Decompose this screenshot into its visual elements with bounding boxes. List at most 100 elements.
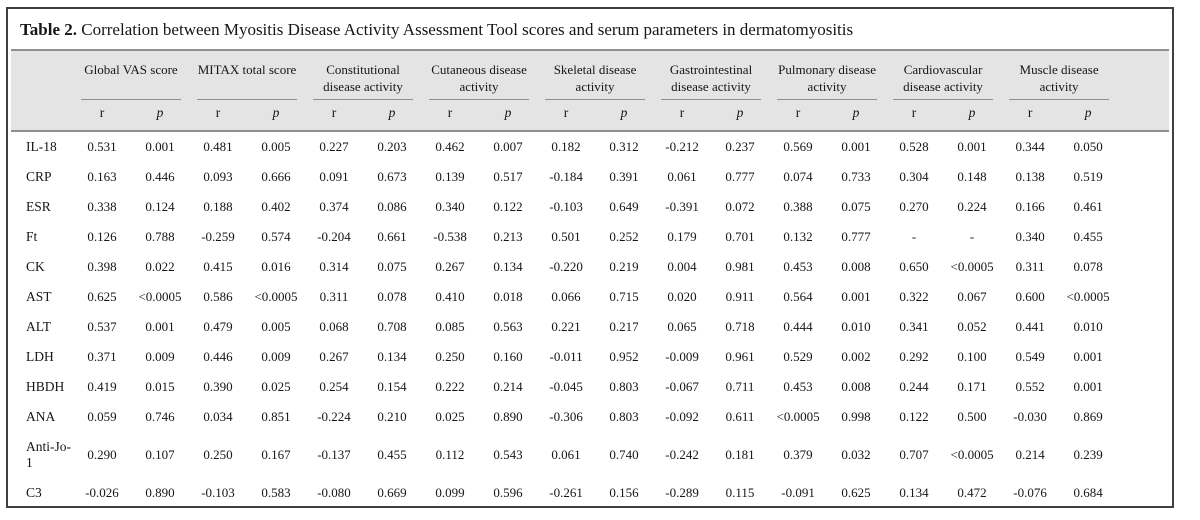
table-header: Global VAS score MITAX total score Constit… xyxy=(11,49,1169,132)
table-cell: 0.112 xyxy=(435,447,465,462)
column-group-label: Skeletal disease activity xyxy=(553,62,637,94)
table-cell: 0.684 xyxy=(1073,485,1103,500)
table-cell: 0.061 xyxy=(667,169,697,184)
table-cell: 0.010 xyxy=(841,319,871,334)
table-cell: 0.290 xyxy=(87,447,117,462)
row-label: CRP xyxy=(26,169,52,184)
table-cell: -0.067 xyxy=(665,379,699,394)
table-cell: -0.030 xyxy=(1013,409,1047,424)
table-row: ALT 0.537 0.001 0.479 0.005 0.068 0.708 0.085 0.… xyxy=(11,312,1169,342)
table-cell: 0.203 xyxy=(377,139,407,154)
correlation-table: Global VAS score MITAX total score Constit… xyxy=(11,49,1169,506)
row-label: ANA xyxy=(26,409,56,424)
table-cell: 0.669 xyxy=(377,485,407,500)
table-cell: -0.076 xyxy=(1013,485,1047,500)
table-cell: -0.103 xyxy=(549,199,583,214)
table-cell: 0.217 xyxy=(609,319,639,334)
table-cell: 0.563 xyxy=(493,319,523,334)
table-cell: 0.569 xyxy=(783,139,813,154)
table-cell: 0.093 xyxy=(203,169,233,184)
table-cell: 0.237 xyxy=(725,139,755,154)
table-cell: 0.122 xyxy=(899,409,929,424)
table-cell: 0.519 xyxy=(1073,169,1103,184)
table-cell: 0.341 xyxy=(899,319,929,334)
row-label: IL-18 xyxy=(26,139,57,154)
column-group-underline xyxy=(429,99,530,100)
table-cell: -0.538 xyxy=(433,229,467,244)
column-group-header: Constitutional disease activity xyxy=(305,49,422,100)
table-cell: 0.052 xyxy=(957,319,987,334)
spacer-cell xyxy=(1117,432,1169,478)
table-cell: 0.625 xyxy=(841,485,871,500)
table-row: LDH 0.371 0.009 0.446 0.009 0.267 0.134 0.250 0.… xyxy=(11,342,1169,372)
figure-frame: Table 2. Correlation between Myositis Di… xyxy=(6,7,1174,508)
table-cell: -0.091 xyxy=(781,485,815,500)
table-cell: 0.032 xyxy=(841,447,871,462)
table-cell: 0.091 xyxy=(319,169,349,184)
table-cell: 0.267 xyxy=(435,259,465,274)
table-cell: 0.543 xyxy=(493,447,523,462)
table-cell: 0.461 xyxy=(1073,199,1103,214)
table-cell: 0.124 xyxy=(145,199,175,214)
table-cell: 0.065 xyxy=(667,319,697,334)
table-cell: -0.137 xyxy=(317,447,351,462)
table-cell: 0.472 xyxy=(957,485,987,500)
table-cell: 0.016 xyxy=(261,259,291,274)
spacer-cell xyxy=(1117,312,1169,342)
table-cell: 0.138 xyxy=(1015,169,1045,184)
column-group-label: Cardiovascular disease activity xyxy=(903,62,983,94)
table-cell: 0.379 xyxy=(783,447,813,462)
table-cell: 0.267 xyxy=(319,349,349,364)
spacer-cell xyxy=(1117,342,1169,372)
table-row: CK 0.398 0.022 0.415 0.016 0.314 0.075 0.267 0.1… xyxy=(11,252,1169,282)
table-cell: 0.068 xyxy=(319,319,349,334)
column-group-label: Cutaneous disease activity xyxy=(431,62,527,94)
table-cell: 0.340 xyxy=(435,199,465,214)
group-header-row: Global VAS score MITAX total score Constit… xyxy=(11,49,1169,100)
table-cell: 0.086 xyxy=(377,199,407,214)
table-cell: <0.0005 xyxy=(950,447,994,462)
table-cell: 0.586 xyxy=(203,289,233,304)
r-subheader: r xyxy=(653,100,712,132)
table-cell: 0.107 xyxy=(145,447,175,462)
table-cell: 0.410 xyxy=(435,289,465,304)
table-row: C3 -0.026 0.890 -0.103 0.583 -0.080 0.669 0.099… xyxy=(11,478,1169,506)
table-cell: 0.061 xyxy=(551,447,581,462)
table-cell: 0.707 xyxy=(899,447,929,462)
table-cell: 0.777 xyxy=(841,229,871,244)
table-cell: 0.649 xyxy=(609,199,639,214)
table-cell: 0.453 xyxy=(783,379,813,394)
row-label: AST xyxy=(26,289,52,304)
row-label: Anti-Jo-1 xyxy=(26,439,71,470)
table-cell: 0.708 xyxy=(377,319,407,334)
table-cell: 0.018 xyxy=(493,289,523,304)
table-cell: 0.549 xyxy=(1015,349,1045,364)
table-row: HBDH 0.419 0.015 0.390 0.025 0.254 0.154 0.222 0… xyxy=(11,372,1169,402)
table-cell: -0.011 xyxy=(549,349,583,364)
table-cell: 0.074 xyxy=(783,169,813,184)
table-row: IL-18 0.531 0.001 0.481 0.005 0.227 0.203 0.462… xyxy=(11,131,1169,162)
column-group-header: Muscle disease activity xyxy=(1001,49,1118,100)
table-cell: -0.092 xyxy=(665,409,699,424)
row-label: HBDH xyxy=(26,379,65,394)
table-cell: 0.711 xyxy=(725,379,755,394)
table-cell: -0.306 xyxy=(549,409,583,424)
table-cell: -0.242 xyxy=(665,447,699,462)
table-cell: 0.583 xyxy=(261,485,291,500)
table-cell: 0.075 xyxy=(841,199,871,214)
table-cell: 0.250 xyxy=(435,349,465,364)
table-cell: 0.374 xyxy=(319,199,349,214)
table-cell: 0.188 xyxy=(203,199,233,214)
table-cell: 0.010 xyxy=(1073,319,1103,334)
table-cell: 0.455 xyxy=(1073,229,1103,244)
table-cell: 0.803 xyxy=(609,409,639,424)
column-group-underline xyxy=(545,99,646,100)
table-cell: 0.537 xyxy=(87,319,117,334)
table-row: ESR 0.338 0.124 0.188 0.402 0.374 0.086 0.340 0.… xyxy=(11,192,1169,222)
column-group-underline xyxy=(313,99,414,100)
p-subheader: p xyxy=(595,100,654,132)
spacer-cell xyxy=(1117,372,1169,402)
table-cell: 0.311 xyxy=(319,289,349,304)
table-cell: 0.441 xyxy=(1015,319,1045,334)
